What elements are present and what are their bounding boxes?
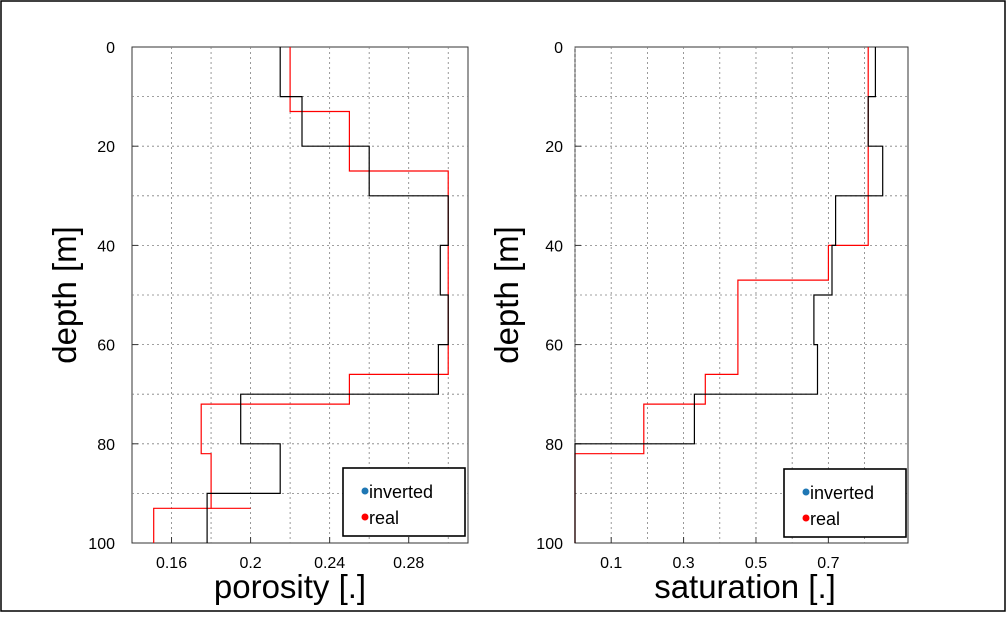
porosity-ylabel: depth [m] — [46, 226, 83, 364]
porosity-xtick-label: 0.16 — [156, 555, 187, 572]
porosity-chart: 0.16 0.2 0.24 0.28 0 20 40 60 80 100 porosity [.]… — [46, 40, 469, 605]
saturation-legend-real-label: real — [810, 509, 840, 529]
porosity-xlabel: porosity [.] — [214, 568, 366, 605]
porosity-legend-inverted-label: inverted — [369, 482, 433, 502]
saturation-xtick-label: 0.3 — [672, 555, 694, 572]
porosity-xtick-label: 0.24 — [314, 555, 345, 572]
saturation-ylabel: depth [m] — [488, 226, 525, 364]
porosity-legend-real-marker — [361, 513, 369, 521]
porosity-ytick-label: 0 — [106, 40, 115, 57]
porosity-legend-box — [342, 467, 466, 537]
porosity-ytick-label: 20 — [97, 139, 115, 156]
porosity-series-real — [153, 47, 449, 543]
porosity-series — [153, 47, 449, 543]
saturation-legend-box — [783, 468, 907, 538]
saturation-legend: inverted real — [783, 468, 907, 538]
porosity-legend-real-label: real — [369, 508, 399, 528]
porosity-ytick-label: 40 — [97, 238, 115, 255]
saturation-ytick-label: 40 — [545, 238, 563, 255]
saturation-ytick-label: 100 — [536, 536, 563, 553]
saturation-xtick-label: 0.5 — [745, 555, 767, 572]
saturation-series-inverted — [574, 47, 884, 543]
porosity-xtick-label: 0.28 — [393, 555, 424, 572]
porosity-xtick-label: 0.2 — [239, 555, 261, 572]
saturation-legend-inverted-marker — [802, 488, 810, 496]
saturation-legend-real-marker — [802, 514, 810, 522]
porosity-ytick-label: 60 — [97, 338, 115, 355]
saturation-legend-inverted-label: inverted — [810, 483, 874, 503]
saturation-ytick-label: 0 — [554, 40, 563, 57]
saturation-xtick-label: 0.1 — [600, 555, 622, 572]
porosity-legend-inverted-marker — [361, 487, 369, 495]
saturation-ytick-label: 20 — [545, 139, 563, 156]
porosity-ticks — [132, 46, 410, 544]
saturation-xtick-label: 0.7 — [817, 555, 839, 572]
porosity-tick-labels: 0.16 0.2 0.24 0.28 0 20 40 60 80 100 — [88, 40, 424, 572]
saturation-ytick-label: 60 — [545, 338, 563, 355]
porosity-series-inverted — [206, 47, 449, 543]
saturation-xlabel: saturation [.] — [654, 568, 836, 605]
porosity-legend: inverted real — [342, 467, 466, 537]
saturation-tick-labels: 0.1 0.3 0.5 0.7 0 20 40 60 80 100 — [536, 40, 839, 572]
porosity-ytick-label: 100 — [88, 536, 115, 553]
porosity-ytick-label: 80 — [97, 437, 115, 454]
saturation-series — [574, 47, 884, 543]
saturation-ytick-label: 80 — [545, 437, 563, 454]
